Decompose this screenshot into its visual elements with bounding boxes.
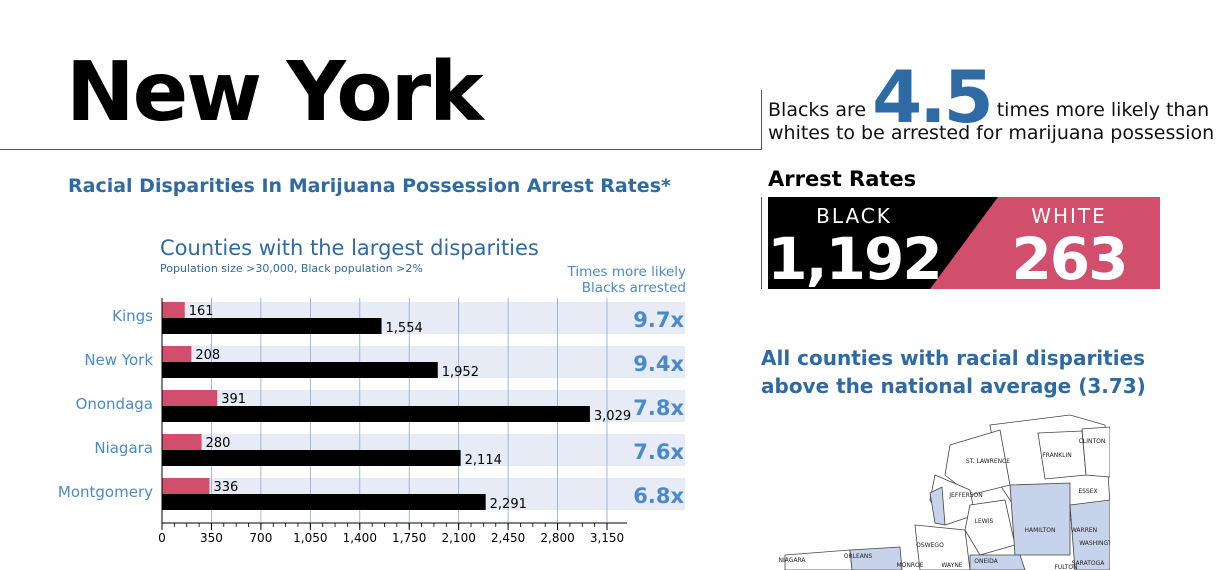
bar-black-label: 2,114 — [465, 453, 502, 468]
bar-white-label: 280 — [206, 436, 231, 451]
x-tick-label: 2,800 — [540, 531, 574, 545]
category-label: Kings — [112, 307, 153, 325]
map-county-label: FRANKLIN — [1042, 452, 1072, 459]
x-tick-label: 3,150 — [590, 531, 624, 545]
bar-white-label: 161 — [189, 304, 214, 319]
map-county-oneida — [969, 554, 1026, 570]
white-rate-label: WHITE — [1031, 204, 1107, 228]
x-tick-label: 2,100 — [441, 531, 475, 545]
bar-white — [162, 302, 185, 318]
map-county-orleans — [849, 546, 903, 570]
map-county-label: WASHINGTON — [1079, 540, 1110, 547]
map-county-stlawrence — [944, 429, 1011, 496]
black-rate-value: 1,192 — [768, 225, 941, 289]
x-tick-label: 700 — [249, 531, 272, 545]
divider-horizontal — [0, 149, 762, 150]
category-label: Niagara — [94, 439, 153, 457]
map-county-label: HAMILTON — [1025, 527, 1056, 534]
map-county-label: ONEIDA — [974, 558, 998, 565]
map-county-label: FULTON — [1054, 564, 1077, 570]
map-county-label: ST. LAWRENCE — [966, 458, 1010, 465]
ratio-header-line-1: Times more likely — [567, 264, 686, 280]
ratio-value: 9.4x — [633, 352, 684, 376]
map-county-clinton — [1081, 426, 1110, 478]
bar-black — [162, 362, 438, 378]
map-county-label: JEFFERSON — [948, 492, 982, 499]
bar-black-label: 1,952 — [442, 365, 479, 380]
county-map: CLINTON FRANKLIN ST. LAWRENCE ESSEX JEFFERSO… — [778, 414, 1110, 570]
category-label: Montgomery — [58, 483, 153, 501]
x-tick-label: 1,400 — [343, 531, 377, 545]
map-county-label: CLINTON — [1079, 438, 1106, 445]
divider-vertical — [761, 90, 762, 150]
bar-white-label: 208 — [195, 348, 220, 363]
map-title-line-1: All counties with racial disparities — [761, 346, 1146, 370]
x-tick-label: 2,450 — [491, 531, 525, 545]
x-tick-label: 1,050 — [293, 531, 327, 545]
bar-black — [162, 494, 486, 510]
map-county-label: WAYNE — [941, 562, 962, 569]
divider-vertical-lower — [761, 197, 762, 289]
x-tick-label: 1,750 — [392, 531, 426, 545]
white-rate-value: 263 — [1011, 225, 1126, 289]
ratio-header-line-2: Blacks arrested — [581, 280, 686, 296]
map-county-label: WARREN — [1071, 527, 1097, 534]
stat-prefix: Blacks are — [768, 99, 867, 121]
map-county-label: NIAGARA — [778, 557, 806, 564]
x-tick-label: 350 — [200, 531, 223, 545]
page-title: New York — [66, 45, 484, 140]
bar-black — [162, 406, 590, 422]
x-tick-label: 0 — [158, 531, 166, 545]
map-county-niagara — [784, 549, 853, 570]
bar-white-label: 336 — [213, 480, 238, 495]
arrest-rates-panel: BLACK 1,192 WHITE 263 — [768, 197, 1160, 289]
black-rate-background — [768, 197, 998, 289]
stat-suffix: times more likely than — [996, 99, 1210, 121]
map-county-oswego — [914, 524, 971, 570]
map-county-label: ESSEX — [1078, 488, 1097, 495]
disparity-bar-chart: Kings 161 1,554 9.7x New York 208 1,952 9.4x Ono… — [58, 298, 685, 545]
map-county-label: SARATOGA — [1072, 560, 1106, 567]
bar-black-label: 2,291 — [490, 497, 527, 512]
map-title: All counties with racial disparities abo… — [761, 344, 1146, 400]
ratio-value: 7.6x — [633, 440, 684, 464]
map-county-label: ORLEANS — [844, 553, 873, 560]
map-county-label: LEWIS — [975, 518, 994, 525]
bar-white — [162, 346, 192, 362]
category-label: New York — [84, 351, 153, 369]
map-county-label: MONROE — [896, 562, 923, 569]
ratio-value: 6.8x — [633, 484, 684, 508]
map-title-line-2: above the national average (3.73) — [761, 374, 1146, 398]
bar-white — [162, 434, 202, 450]
black-rate-label: BLACK — [816, 204, 892, 228]
stat-line-2: whites to be arrested for marijuana poss… — [768, 122, 1215, 144]
chart-headline: Racial Disparities In Marijuana Possessi… — [68, 175, 671, 197]
arrest-rates-title: Arrest Rates — [768, 167, 917, 191]
map-county-hamilton — [1009, 482, 1071, 556]
bar-black-label: 3,029 — [594, 409, 631, 424]
stat-line-1: Blacks are 4.5 times more likely than — [768, 55, 1209, 139]
map-county-lewis — [964, 499, 1016, 556]
bar-white — [162, 390, 218, 406]
map-county-warren — [1069, 499, 1110, 570]
bar-white-label: 391 — [221, 392, 246, 407]
bar-black — [162, 450, 461, 466]
ratio-value: 7.8x — [633, 396, 684, 420]
bar-black — [162, 318, 382, 334]
map-county-shaded-1 — [929, 486, 946, 526]
bar-white — [162, 478, 210, 494]
bar-black-label: 1,554 — [386, 321, 423, 336]
ratio-value: 9.7x — [633, 308, 684, 332]
chart-title: Counties with the largest disparities — [160, 236, 539, 260]
category-label: Onondaga — [76, 395, 153, 413]
stat-multiplier: 4.5 — [872, 55, 994, 139]
chart-subtitle: Population size >30,000, Black populatio… — [160, 262, 423, 275]
ratio-column-header: Times more likely Blacks arrested — [520, 264, 686, 296]
map-county-label: OSWEGO — [916, 542, 944, 549]
